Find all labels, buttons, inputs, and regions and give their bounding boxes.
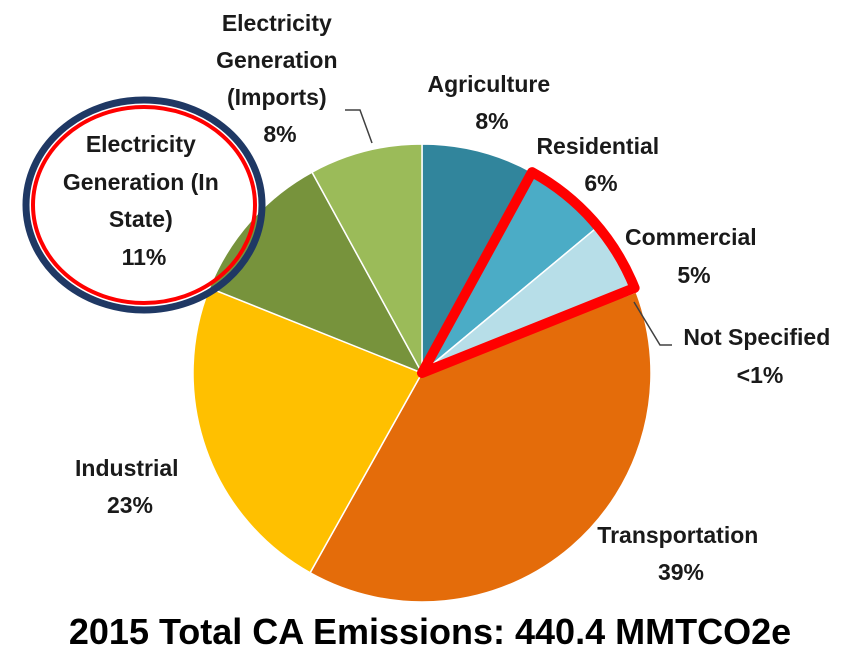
highlight-outline-path — [417, 167, 640, 378]
highlight-outline — [417, 167, 640, 378]
label-industrial: Industrial 23% — [75, 455, 185, 518]
label-elec-imports: Electricity Generation (Imports) 8% — [216, 10, 344, 147]
circle-annotation-inner — [31, 105, 257, 305]
slice-industrial — [192, 286, 424, 574]
label-elec-in-state: Electricity Generation (In State) 11% — [63, 131, 225, 270]
circle-annotation-outer — [22, 96, 266, 314]
leader-line-not-specified — [633, 301, 672, 346]
label-agriculture: Agriculture 8% — [427, 71, 556, 134]
chart-title: 2015 Total CA Emissions: 440.4 MMTCO2e — [69, 611, 791, 652]
label-commercial: Commercial 5% — [625, 224, 763, 288]
slice-transportation — [309, 290, 652, 603]
leader-line-imports — [345, 109, 373, 144]
slice-electricity-generation-imports — [310, 143, 423, 374]
label-transportation: Transportation 39% — [597, 522, 764, 585]
label-not-specified: Not Specified <1% — [683, 324, 836, 388]
label-residential: Residential 6% — [536, 133, 665, 196]
